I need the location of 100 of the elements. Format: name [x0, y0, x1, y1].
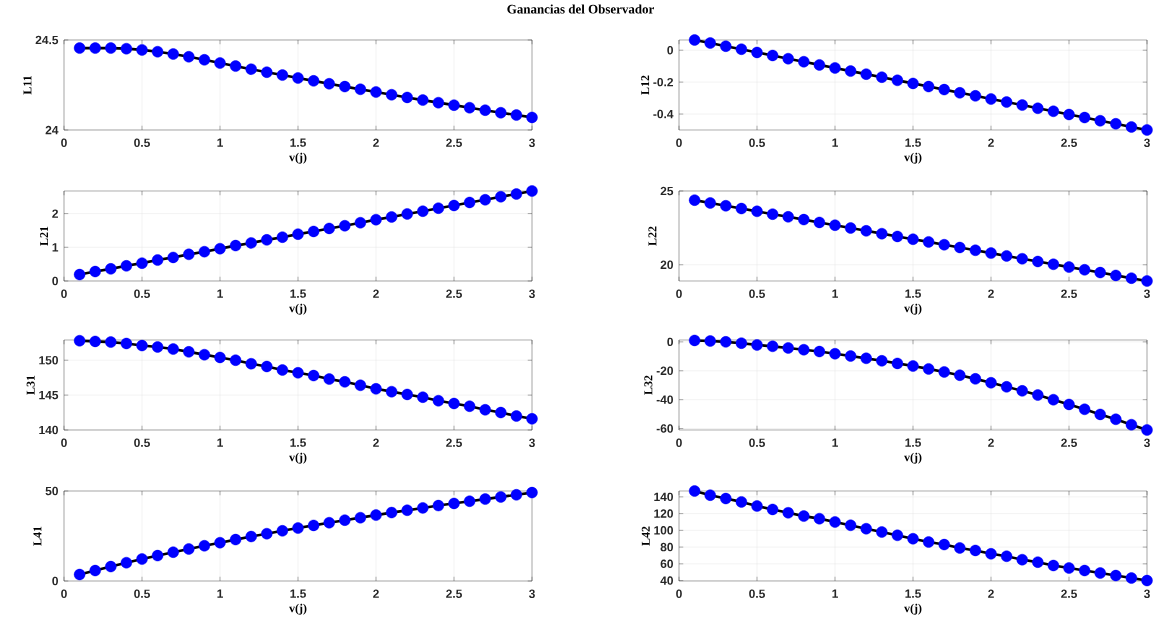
point [782, 507, 794, 519]
point [495, 491, 507, 503]
point [860, 68, 872, 80]
x-tick-label: 0.5 [749, 138, 765, 147]
point [463, 196, 476, 209]
x-tick-label: 0.5 [134, 438, 150, 447]
point [751, 500, 763, 512]
point [704, 335, 716, 347]
x-axis-title: v(j) [289, 603, 307, 615]
x-tick-label: 0 [676, 289, 682, 298]
x-tick-label: 2 [988, 138, 994, 147]
point [385, 506, 398, 519]
point [136, 44, 148, 56]
point [907, 533, 919, 545]
x-tick-label: 0.5 [134, 289, 150, 298]
point [1032, 102, 1044, 114]
x-axis-title: v(j) [904, 152, 922, 164]
x-tick-label: 0.5 [749, 438, 765, 447]
point [1110, 569, 1122, 582]
point [73, 42, 86, 54]
point [954, 542, 966, 554]
point [229, 239, 242, 252]
x-axis-title: v(j) [289, 152, 307, 164]
point [370, 213, 382, 226]
point [844, 222, 857, 234]
point [860, 522, 872, 535]
point [1094, 266, 1106, 279]
point [167, 251, 179, 264]
point [720, 336, 732, 348]
point [167, 343, 179, 355]
point [1047, 559, 1060, 572]
point [245, 63, 257, 75]
point [510, 188, 523, 200]
point [688, 334, 701, 347]
point [688, 485, 701, 497]
x-tick-label: 0.5 [749, 589, 765, 598]
point [782, 342, 794, 354]
text: Ganancias del Observador [507, 4, 654, 14]
point [735, 496, 748, 508]
point [73, 335, 86, 347]
y-axis-title: L12 [641, 75, 650, 95]
point [495, 191, 507, 203]
point [261, 66, 273, 78]
point [1000, 250, 1013, 262]
y-tick-label: 0 [667, 337, 673, 347]
x-tick-label: 0 [676, 438, 682, 447]
y-tick-label: 20 [660, 260, 673, 269]
point [151, 254, 164, 266]
point [229, 354, 242, 366]
point [292, 228, 304, 240]
point [751, 205, 763, 218]
point [136, 553, 148, 565]
x-tick-label: 1.5 [290, 138, 306, 147]
point [120, 337, 133, 350]
x-tick-label: 0 [676, 589, 682, 598]
point [922, 80, 935, 93]
point [214, 242, 226, 255]
point [401, 208, 413, 220]
x-tick-label: 0 [61, 138, 67, 147]
point [526, 413, 538, 425]
x-tick-label: 3 [1143, 589, 1150, 599]
point [307, 75, 320, 87]
point [417, 391, 429, 403]
x-tick-label: 1.5 [905, 138, 921, 147]
y-tick-label: 80 [660, 542, 673, 552]
x-axis-title: v(j) [904, 603, 922, 615]
point [1125, 572, 1138, 584]
point [954, 369, 966, 381]
point [292, 522, 304, 534]
point [245, 530, 257, 543]
y-tick-label: 0 [52, 576, 58, 586]
point [1094, 567, 1106, 579]
point [339, 220, 351, 232]
y-tick-label: -20 [656, 366, 673, 375]
point [261, 527, 273, 540]
point [1063, 108, 1075, 121]
point [292, 72, 304, 84]
x-tick-label: 3 [1143, 138, 1150, 147]
point [1000, 96, 1013, 108]
point [922, 363, 935, 375]
point [136, 257, 148, 269]
y-axis-title: L22 [648, 226, 657, 246]
x-tick-label: 0 [676, 138, 682, 147]
point [276, 69, 289, 81]
point [751, 46, 763, 59]
point [370, 383, 382, 395]
point [1125, 272, 1138, 284]
point [323, 516, 335, 529]
point [526, 185, 538, 197]
point [510, 489, 523, 501]
x-tick-label: 1 [217, 438, 223, 447]
point [245, 358, 257, 370]
x-tick-label: 2.5 [446, 589, 462, 598]
point [829, 62, 841, 74]
point [339, 376, 351, 388]
point [401, 388, 413, 401]
point [167, 546, 179, 558]
y-tick-label: 145 [39, 390, 59, 400]
point [704, 37, 716, 49]
x-tick-label: 2.5 [1061, 138, 1077, 147]
